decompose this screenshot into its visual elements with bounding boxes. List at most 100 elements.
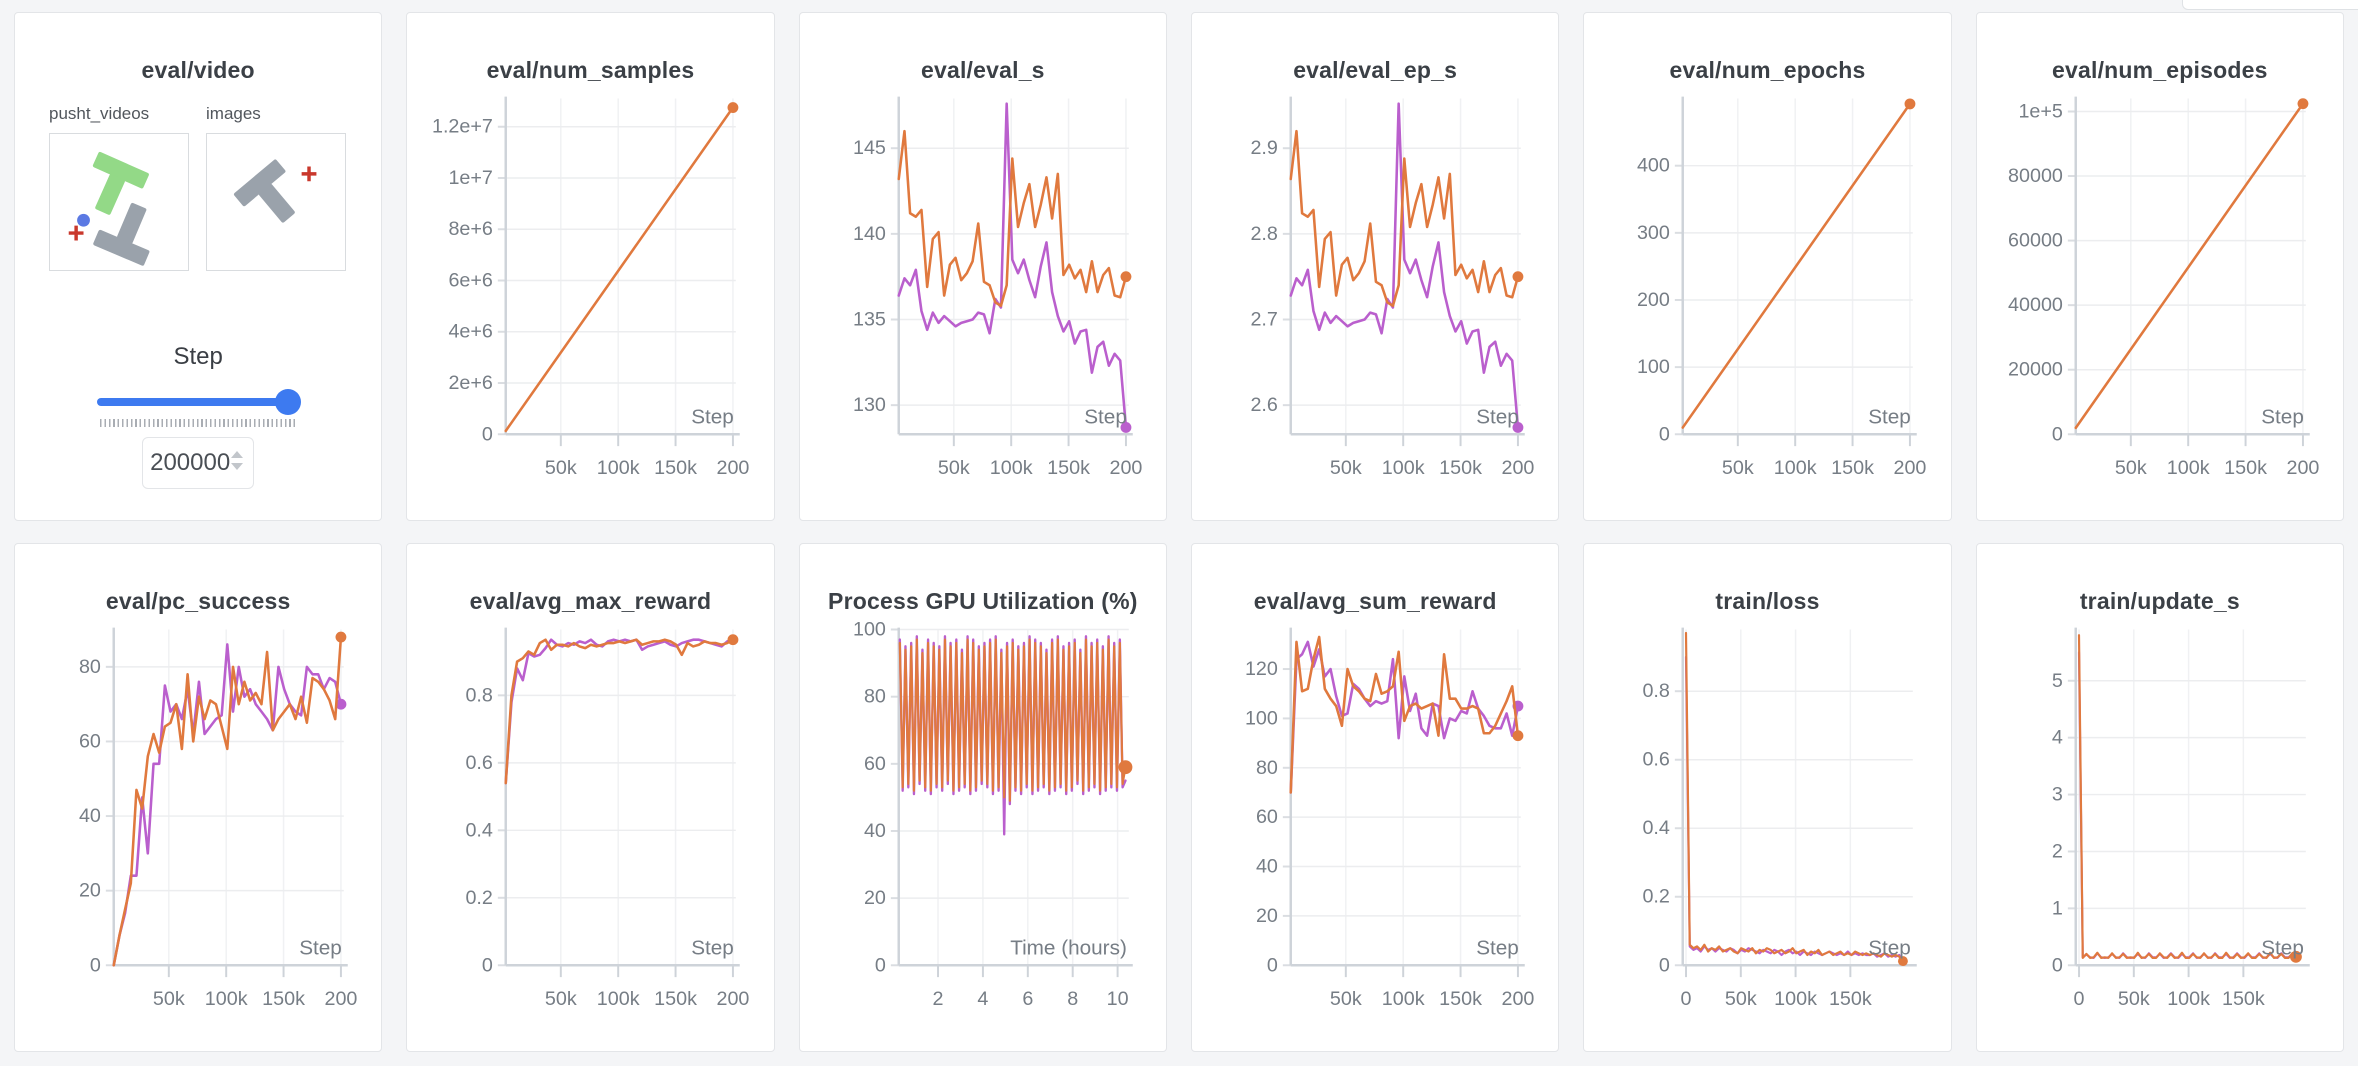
y-tick-label: 6e+6	[449, 270, 493, 292]
series-line-run-orange	[1289, 635, 1520, 794]
panel-eval-num-samples[interactable]: eval/num_samples 0 2e+6 4e+6 6e+6 8e+6 1e+7 1.2…	[406, 12, 775, 521]
endpoint-dot-run-orange	[1898, 956, 1909, 967]
chart-title: eval/eval_s	[920, 57, 1045, 83]
x-tick-label: 100k	[1382, 457, 1425, 479]
x-tick-label: 50k	[545, 988, 577, 1010]
x-tick-label: 50k	[2118, 988, 2150, 1010]
x-tick-label: 150k	[654, 457, 697, 479]
x-tick-label: 200	[1894, 457, 1927, 479]
step-slider-thumb[interactable]	[275, 389, 302, 415]
y-tick-label: 100	[1637, 356, 1670, 378]
x-tick-label: 100k	[989, 457, 1032, 479]
y-tick-label: 80	[864, 686, 886, 708]
x-axis-label: Step	[1476, 405, 1519, 428]
x-axis-label: Step	[692, 405, 735, 428]
y-tick-label: 20	[1256, 905, 1278, 927]
endpoint-dot-run-orange	[1512, 730, 1524, 742]
step-increment-icon[interactable]	[231, 451, 244, 458]
y-tick-label: 60	[1256, 806, 1278, 828]
chart-canvas-eval-num-episodes: 0 20000 40000 60000 80000 1e+5 50k 100k 150k 200 S…	[2008, 96, 2319, 479]
y-tick-label: 0.2	[1643, 886, 1670, 908]
panel-train-loss[interactable]: train/loss 0 0.2 0.4 0.6 0.8 0 50k 100k 150k Step	[1583, 543, 1952, 1052]
panel-eval-eval-ep-s[interactable]: eval/eval_ep_s 2.6 2.7 2.8 2.9 50k 100k 150k 200…	[1191, 12, 1560, 521]
chart-title: eval/num_epochs	[1669, 57, 1866, 83]
x-tick-label: 0	[1681, 988, 1692, 1010]
panel-eval-pc-success[interactable]: eval/pc_success 0 20 40 60 80 50k 100k 150k 200 St…	[14, 543, 383, 1052]
y-tick-label: 130	[853, 394, 886, 416]
y-tick-label: 200	[1637, 289, 1670, 311]
y-tick-label: 2.7	[1250, 309, 1277, 331]
panel-train-update-s[interactable]: train/update_s 0 1 2 3 4 5 0 50k 100k 150k Step	[1975, 543, 2344, 1052]
y-tick-label: 135	[853, 309, 886, 331]
y-tick-label: 2.6	[1250, 394, 1277, 416]
chart-title: eval/pc_success	[105, 588, 291, 614]
x-tick-label: 4	[977, 988, 988, 1010]
y-tick-label: 1.2e+7	[432, 116, 493, 138]
chart-title: train/loss	[1715, 588, 1820, 614]
x-tick-label: 150k	[1831, 457, 1874, 479]
y-tick-label: 0.2	[466, 887, 493, 909]
step-input-wrap	[142, 437, 255, 489]
y-tick-label: 40	[1256, 856, 1278, 878]
step-spinner	[231, 451, 244, 470]
media-panel-title: eval/video	[141, 57, 255, 83]
y-tick-label: 40	[79, 805, 101, 827]
y-tick-label: 300	[1637, 222, 1670, 244]
x-axis-label: Step	[1084, 405, 1127, 428]
panel-eval-avg-max-reward[interactable]: eval/avg_max_reward 0 0.2 0.4 0.6 0.8 50k 100k 1…	[406, 543, 775, 1052]
slider-track[interactable]	[97, 398, 300, 406]
x-tick-label: 100k	[205, 988, 248, 1010]
series-line-run-orange	[897, 129, 1127, 308]
x-axis-label: Step	[2261, 936, 2304, 959]
x-tick-label: 100k	[2167, 988, 2210, 1010]
x-tick-label: 100k	[1775, 988, 1818, 1010]
x-tick-label: 150k	[1047, 457, 1090, 479]
green-t-shape	[92, 151, 149, 215]
y-tick-label: 0	[482, 423, 493, 445]
step-slider-label: Step	[173, 343, 223, 370]
panel-eval-num-episodes[interactable]: eval/num_episodes 0 20000 40000 60000 80000 1e…	[1975, 12, 2344, 521]
panel-eval-video[interactable]: eval/video pusht_videos	[14, 12, 383, 521]
image-thumbnail[interactable]	[206, 133, 346, 271]
y-tick-label: 0	[2052, 954, 2063, 976]
x-tick-label: 50k	[153, 988, 185, 1010]
chart-canvas-eval-avg-sum-reward: 0 20 40 60 80 100 120 50k 100k 150k 200 Step	[1245, 627, 1534, 1010]
endpoint-dot-run-orange	[1904, 98, 1916, 110]
chart-canvas-eval-num-samples: 0 2e+6 4e+6 6e+6 8e+6 1e+7 1.2e+7 50k 100k 150k 20…	[432, 96, 750, 479]
x-tick-label: 100k	[2166, 457, 2209, 479]
y-tick-label: 0.6	[1643, 749, 1670, 771]
x-tick-label: 100k	[1382, 988, 1425, 1010]
series-line-run-purple	[1685, 655, 1905, 963]
panel-eval-eval-s[interactable]: eval/eval_s 130 135 140 145 50k 100k 150k 200 Ste…	[798, 12, 1167, 521]
y-tick-label: 0	[1267, 954, 1278, 976]
series-line-run-orange	[504, 106, 735, 433]
x-tick-label: 10	[1106, 988, 1128, 1010]
media-key-label-images: images	[206, 104, 261, 123]
x-tick-label: 200	[1501, 988, 1534, 1010]
video-thumbnail-pusht[interactable]	[49, 133, 189, 271]
chart-title: eval/avg_max_reward	[469, 588, 712, 614]
chart-canvas-train-loss: 0 0.2 0.4 0.6 0.8 0 50k 100k 150k Step	[1643, 627, 1918, 1010]
step-slider[interactable]	[97, 389, 302, 415]
x-tick-label: 50k	[1722, 457, 1754, 479]
x-axis-label: Step	[2261, 405, 2304, 428]
y-tick-label: 80000	[2008, 165, 2063, 187]
y-tick-label: 40	[864, 820, 886, 842]
y-tick-label: 60000	[2008, 230, 2063, 252]
series-line-run-orange	[2077, 634, 2297, 959]
x-tick-label: 200	[324, 988, 357, 1010]
y-tick-label: 120	[1245, 658, 1278, 680]
chart-canvas-eval-avg-max-reward: 0 0.2 0.4 0.6 0.8 50k 100k 150k 200 Step	[466, 627, 750, 1010]
x-tick-label: 0	[2073, 988, 2084, 1010]
step-decrement-icon[interactable]	[231, 463, 244, 470]
chart-canvas-train-update-s: 0 1 2 3 4 5 0 50k 100k 150k Step	[2052, 627, 2310, 1010]
x-tick-label: 50k	[2115, 457, 2147, 479]
panel-process-gpu-utilization[interactable]: Process GPU Utilization (%) 0 20 40 60 80 100 2…	[798, 543, 1167, 1052]
x-tick-label: 50k	[1725, 988, 1757, 1010]
y-tick-label: 0	[90, 954, 101, 976]
endpoint-dot-run-purple	[335, 698, 347, 710]
series-line-run-purple	[1289, 640, 1520, 794]
panel-eval-num-epochs[interactable]: eval/num_epochs 0 100 200 300 400 50k 100k 150k 2…	[1583, 12, 1952, 521]
pusht-image-render	[233, 159, 317, 223]
panel-eval-avg-sum-reward[interactable]: eval/avg_sum_reward 0 20 40 60 80 100 120 50k 100…	[1191, 543, 1560, 1052]
